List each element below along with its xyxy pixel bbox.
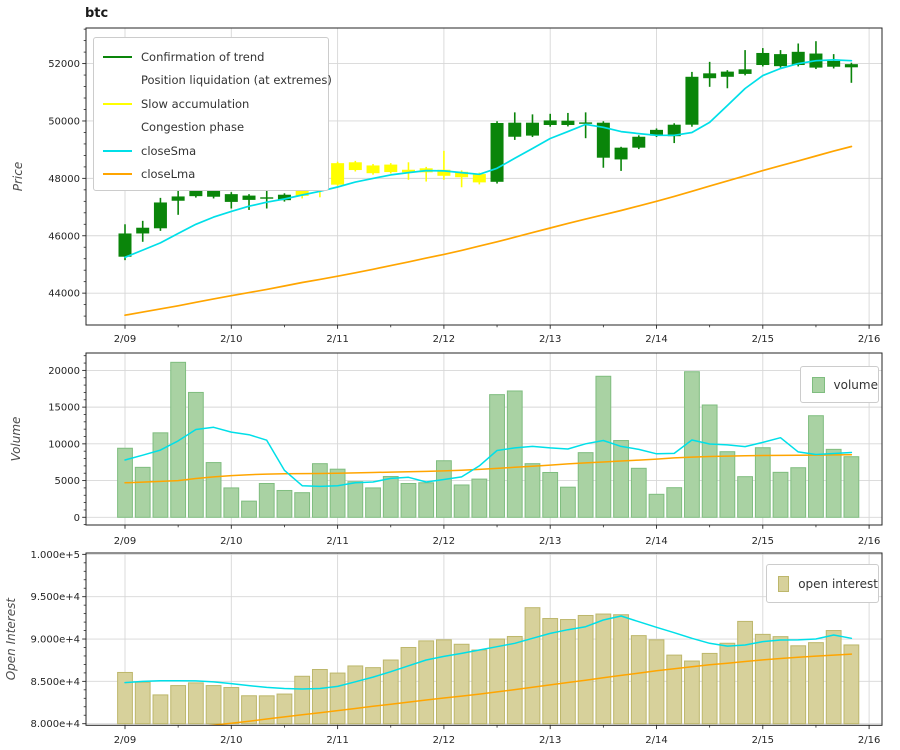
svg-text:2/15: 2/15 (752, 735, 774, 746)
svg-text:2/13: 2/13 (539, 735, 561, 746)
svg-text:2/10: 2/10 (220, 536, 242, 547)
accumulation-line-icon (103, 102, 132, 105)
svg-text:8.500e+4: 8.500e+4 (30, 677, 80, 688)
y-axis-label-2: Open Interest (4, 597, 18, 681)
svg-text:2/14: 2/14 (645, 735, 667, 746)
svg-text:2/14: 2/14 (645, 536, 667, 547)
legend-label: Confirmation of trend (141, 49, 265, 64)
svg-text:46000: 46000 (48, 231, 80, 242)
svg-text:2/16: 2/16 (858, 536, 880, 547)
svg-text:2/12: 2/12 (433, 334, 455, 345)
volume-swatch-icon (812, 376, 825, 393)
svg-text:2/15: 2/15 (752, 536, 774, 547)
legend-label: Slow accumulation (141, 96, 250, 111)
open-interest-legend-label: open interest (798, 576, 878, 591)
svg-text:15000: 15000 (48, 403, 80, 414)
svg-text:2/13: 2/13 (539, 334, 561, 345)
svg-text:50000: 50000 (48, 116, 80, 127)
axes-panel-2: 2/09 2/10 2/11 2/12 2/13 2/14 2/15 2/16 8.000e+4… (4, 550, 883, 746)
legend-label: Congestion phase (141, 120, 245, 135)
volume-legend-label: volume (833, 377, 878, 392)
svg-text:44000: 44000 (48, 289, 80, 300)
svg-text:0: 0 (74, 513, 80, 524)
svg-text:2/16: 2/16 (858, 735, 880, 746)
svg-text:2/10: 2/10 (220, 334, 242, 345)
svg-text:2/10: 2/10 (220, 735, 242, 746)
legend-item-accumulation: Slow accumulation (103, 92, 328, 116)
svg-text:52000: 52000 (48, 59, 80, 70)
svg-text:2/15: 2/15 (752, 334, 774, 345)
legend-item-closesma: closeSma (103, 139, 328, 163)
legend-item-confirmation: Confirmation of trend (103, 45, 328, 69)
liquidation-line-icon (103, 79, 132, 82)
svg-text:20000: 20000 (48, 366, 80, 377)
svg-text:2/09: 2/09 (114, 735, 136, 746)
legend-label: closeLma (141, 167, 196, 182)
open-interest-swatch-icon (778, 575, 790, 592)
svg-text:2/14: 2/14 (645, 334, 667, 345)
axes-panel-1: 2/09 2/10 2/11 2/12 2/13 2/14 2/15 2/16 0 5000 100… (9, 352, 883, 547)
y-axis-label-0: Price (11, 162, 25, 191)
svg-text:2/11: 2/11 (326, 334, 348, 345)
open-interest-bars-layer (117, 607, 860, 726)
svg-text:48000: 48000 (48, 174, 80, 185)
closesma-line-icon (103, 149, 132, 152)
svg-text:8.000e+4: 8.000e+4 (30, 719, 80, 730)
price-candles-layer (118, 41, 858, 317)
svg-text:2/12: 2/12 (433, 735, 455, 746)
svg-text:10000: 10000 (48, 439, 80, 450)
volume-legend: volume (800, 366, 879, 403)
svg-text:2/11: 2/11 (326, 536, 348, 547)
congestion-line-icon (103, 126, 132, 129)
legend-item-congestion: Congestion phase (103, 116, 328, 140)
svg-text:9.000e+4: 9.000e+4 (30, 635, 80, 646)
confirmation-line-icon (103, 55, 132, 58)
y-axis-label-1: Volume (9, 417, 23, 462)
svg-text:1.000e+5: 1.000e+5 (30, 550, 80, 561)
axes-panel-0: 2/09 2/10 2/11 2/12 2/13 2/14 2/15 2/16 44000 460… (11, 27, 883, 345)
volume-bars-layer (117, 361, 860, 518)
svg-text:2/09: 2/09 (114, 536, 136, 547)
legend-label: Position liquidation (at extremes) (141, 73, 332, 88)
svg-text:2/11: 2/11 (326, 735, 348, 746)
svg-text:2/13: 2/13 (539, 536, 561, 547)
legend-item-liquidation: Position liquidation (at extremes) (103, 69, 332, 93)
legend-item-closelma: closeLma (103, 163, 328, 187)
closelma-line-icon (103, 173, 132, 176)
legend-label: closeSma (141, 143, 197, 158)
open-interest-legend: open interest (766, 564, 879, 603)
svg-text:2/12: 2/12 (433, 536, 455, 547)
svg-text:2/16: 2/16 (858, 334, 880, 345)
svg-text:2/09: 2/09 (114, 334, 136, 345)
chart-title: btc (85, 6, 109, 21)
price-legend: Confirmation of trend Position liquidati… (93, 37, 332, 191)
svg-text:5000: 5000 (55, 476, 80, 487)
svg-text:9.500e+4: 9.500e+4 (30, 592, 80, 603)
